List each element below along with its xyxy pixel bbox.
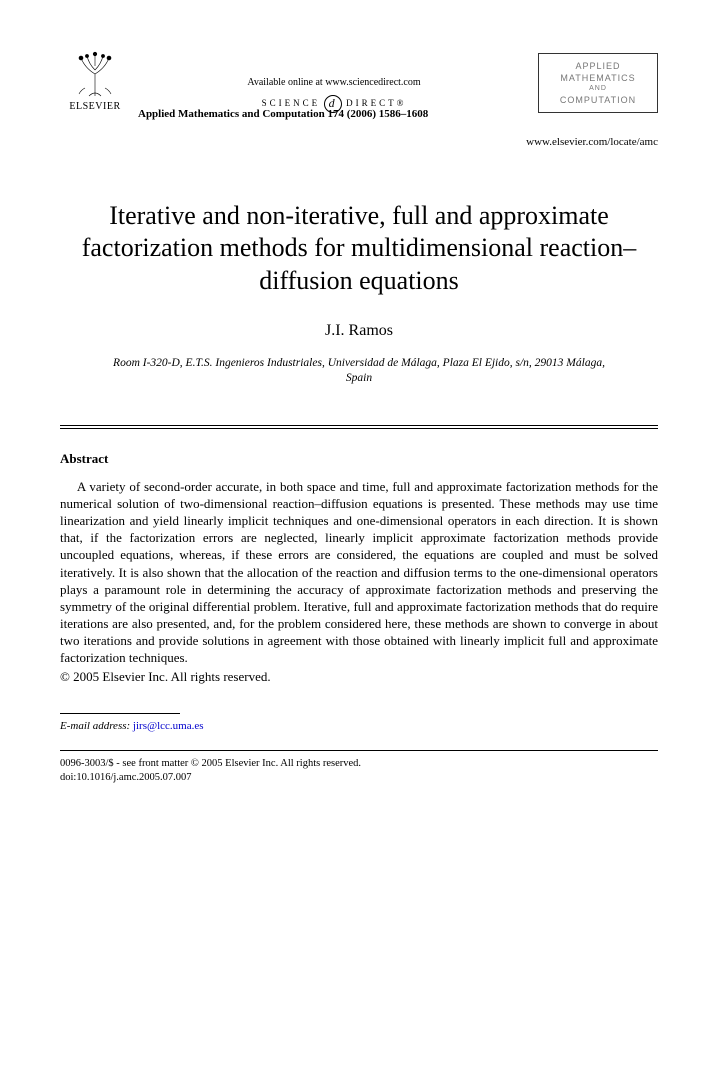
email-label: E-mail address: xyxy=(60,720,130,732)
author-name: J.I. Ramos xyxy=(60,321,658,342)
footnote: E-mail address: jirs@lcc.uma.es xyxy=(60,719,658,733)
header-row: ELSEVIER Available online at www.science… xyxy=(60,50,658,113)
footnote-rule xyxy=(60,713,180,714)
locate-url: www.elsevier.com/locate/amc xyxy=(60,135,658,149)
article-title: Iterative and non-iterative, full and ap… xyxy=(80,200,638,298)
elsevier-tree-icon xyxy=(71,50,119,98)
publisher-name: ELSEVIER xyxy=(69,100,120,113)
journal-box-and: AND xyxy=(543,84,653,93)
copyright-line: © 2005 Elsevier Inc. All rights reserved… xyxy=(60,669,658,686)
author-email[interactable]: jirs@lcc.uma.es xyxy=(133,720,204,732)
front-matter-line1: 0096-3003/$ - see front matter © 2005 El… xyxy=(60,757,658,771)
journal-title-box: APPLIED MATHEMATICS AND COMPUTATION xyxy=(538,53,658,113)
bottom-rule xyxy=(60,750,658,751)
doi-line: doi:10.1016/j.amc.2005.07.007 xyxy=(60,771,658,785)
journal-box-line2: MATHEMATICS xyxy=(543,72,653,84)
front-matter: 0096-3003/$ - see front matter © 2005 El… xyxy=(60,757,658,785)
abstract-body: A variety of second-order accurate, in b… xyxy=(60,478,658,667)
journal-box-line1: APPLIED xyxy=(543,60,653,72)
available-online-text: Available online at www.sciencedirect.co… xyxy=(130,76,538,89)
publisher-logo-block: ELSEVIER xyxy=(60,50,130,113)
author-affiliation: Room I-320-D, E.T.S. Ingenieros Industri… xyxy=(100,356,618,387)
section-double-rule xyxy=(60,425,658,429)
abstract-heading: Abstract xyxy=(60,451,658,468)
journal-box-line3: COMPUTATION xyxy=(543,94,653,106)
